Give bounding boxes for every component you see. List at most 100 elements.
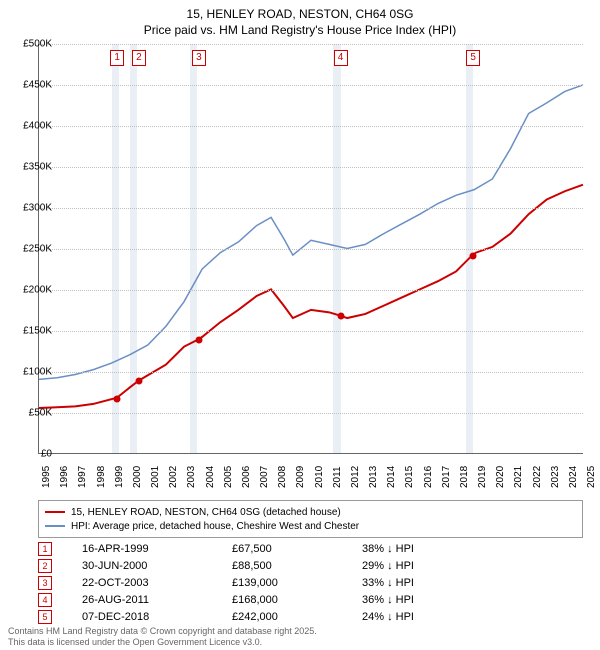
legend-label: HPI: Average price, detached house, Ches… (71, 521, 359, 532)
gridline (39, 208, 583, 209)
title-line-2: Price paid vs. HM Land Registry's House … (0, 22, 600, 38)
sale-marker-box: 5 (466, 50, 480, 66)
gridline (39, 249, 583, 250)
legend-item-hpi: HPI: Average price, detached house, Ches… (45, 519, 576, 533)
y-axis-label: £350K (23, 162, 52, 173)
sale-price: £139,000 (232, 577, 362, 589)
x-axis-label: 2013 (368, 466, 379, 488)
sales-table-row: 5 07-DEC-2018£242,00024% ↓ HPI (38, 608, 583, 625)
x-axis-label: 1999 (114, 466, 125, 488)
legend-swatch (45, 525, 65, 527)
sale-number-box: 4 (38, 593, 52, 607)
x-axis-label: 1995 (41, 466, 52, 488)
series-price_paid (39, 185, 583, 408)
x-axis-label: 2010 (314, 466, 325, 488)
x-axis-label: 2000 (132, 466, 143, 488)
attribution-footer: Contains HM Land Registry data © Crown c… (8, 626, 317, 649)
sale-number-box: 3 (38, 576, 52, 590)
sales-table-row: 3 22-OCT-2003£139,00033% ↓ HPI (38, 574, 583, 591)
sale-hpi-diff: 38% ↓ HPI (362, 543, 492, 555)
y-axis-label: £0 (41, 449, 52, 460)
y-axis-label: £450K (23, 80, 52, 91)
x-axis-label: 2022 (532, 466, 543, 488)
title-line-1: 15, HENLEY ROAD, NESTON, CH64 0SG (0, 6, 600, 22)
sales-table: 1 16-APR-1999£67,50038% ↓ HPI 2 30-JUN-2000… (38, 540, 583, 625)
sale-marker-dot (114, 395, 121, 402)
y-axis-label: £100K (23, 367, 52, 378)
x-axis-label: 2023 (550, 466, 561, 488)
gridline (39, 126, 583, 127)
y-axis-label: £250K (23, 244, 52, 255)
x-axis-label: 2011 (332, 466, 343, 488)
x-axis-label: 2006 (241, 466, 252, 488)
x-axis-label: 2020 (495, 466, 506, 488)
sale-marker-box: 2 (132, 50, 146, 66)
x-axis-label: 2016 (423, 466, 434, 488)
sales-table-row: 2 30-JUN-2000£88,50029% ↓ HPI (38, 557, 583, 574)
gridline (39, 372, 583, 373)
sale-price: £88,500 (232, 560, 362, 572)
x-axis-label: 2015 (404, 466, 415, 488)
sale-hpi-diff: 33% ↓ HPI (362, 577, 492, 589)
y-axis-label: £400K (23, 121, 52, 132)
chart-container: 15, HENLEY ROAD, NESTON, CH64 0SG Price … (0, 0, 600, 650)
sale-price: £67,500 (232, 543, 362, 555)
chart-title: 15, HENLEY ROAD, NESTON, CH64 0SG Price … (0, 0, 600, 38)
gridline (39, 331, 583, 332)
sale-marker-box: 4 (334, 50, 348, 66)
x-axis-label: 2014 (386, 466, 397, 488)
footer-line-2: This data is licensed under the Open Gov… (8, 637, 317, 648)
sale-marker-dot (195, 337, 202, 344)
sale-date: 26-AUG-2011 (82, 594, 232, 606)
x-axis-label: 2004 (205, 466, 216, 488)
x-axis-label: 2008 (277, 466, 288, 488)
x-axis-label: 1998 (96, 466, 107, 488)
sale-number-box: 5 (38, 610, 52, 624)
x-axis-label: 2012 (350, 466, 361, 488)
sale-marker-box: 1 (110, 50, 124, 66)
gridline (39, 85, 583, 86)
x-axis-label: 2001 (150, 466, 161, 488)
x-axis-label: 2003 (186, 466, 197, 488)
x-axis-label: 2009 (295, 466, 306, 488)
x-axis-label: 2019 (477, 466, 488, 488)
sale-hpi-diff: 24% ↓ HPI (362, 611, 492, 623)
sale-number-box: 2 (38, 559, 52, 573)
sale-price: £242,000 (232, 611, 362, 623)
sale-marker-dot (337, 313, 344, 320)
sale-date: 07-DEC-2018 (82, 611, 232, 623)
y-axis-label: £150K (23, 326, 52, 337)
sale-marker-box: 3 (192, 50, 206, 66)
sale-number-box: 1 (38, 542, 52, 556)
y-axis-label: £200K (23, 285, 52, 296)
x-axis-label: 1997 (77, 466, 88, 488)
y-axis-label: £300K (23, 203, 52, 214)
sale-price: £168,000 (232, 594, 362, 606)
x-axis-label: 2025 (586, 466, 597, 488)
sale-date: 22-OCT-2003 (82, 577, 232, 589)
x-axis-label: 2005 (223, 466, 234, 488)
x-axis-label: 2017 (441, 466, 452, 488)
sale-hpi-diff: 36% ↓ HPI (362, 594, 492, 606)
x-axis-label: 2021 (513, 466, 524, 488)
footer-line-1: Contains HM Land Registry data © Crown c… (8, 626, 317, 637)
sale-hpi-diff: 29% ↓ HPI (362, 560, 492, 572)
legend-label: 15, HENLEY ROAD, NESTON, CH64 0SG (detac… (71, 507, 341, 518)
sale-date: 16-APR-1999 (82, 543, 232, 555)
x-axis-label: 2002 (168, 466, 179, 488)
gridline (39, 167, 583, 168)
gridline (39, 290, 583, 291)
legend-swatch (45, 511, 65, 513)
sale-date: 30-JUN-2000 (82, 560, 232, 572)
x-axis-label: 2007 (259, 466, 270, 488)
x-axis-labels: 1995 1996 1997 1998 1999 2000 2001 2002 2003 2004… (38, 458, 583, 498)
y-axis-label: £500K (23, 39, 52, 50)
sales-table-row: 1 16-APR-1999£67,50038% ↓ HPI (38, 540, 583, 557)
legend-item-price-paid: 15, HENLEY ROAD, NESTON, CH64 0SG (detac… (45, 505, 576, 519)
legend: 15, HENLEY ROAD, NESTON, CH64 0SG (detac… (38, 500, 583, 538)
series-hpi (39, 85, 583, 379)
sale-marker-dot (135, 378, 142, 385)
x-axis-label: 1996 (59, 466, 70, 488)
x-axis-label: 2024 (568, 466, 579, 488)
y-axis-label: £50K (29, 408, 52, 419)
